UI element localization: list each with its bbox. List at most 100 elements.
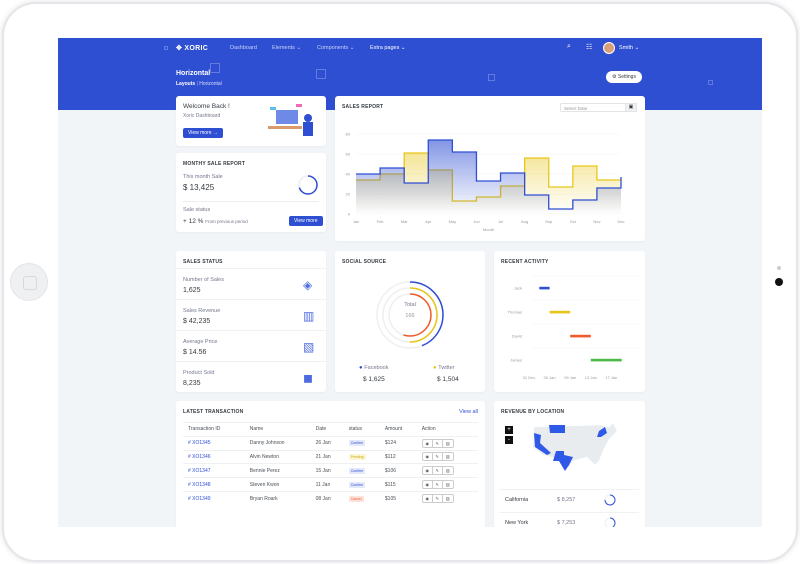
trash-icon[interactable]: ▥ (445, 468, 450, 474)
card-title: MONTHY SALE REPORT (183, 161, 246, 167)
user-menu[interactable]: Smith ⌄ (619, 45, 640, 51)
card-title: RECENT ACTIVITY (501, 259, 549, 265)
layers-icon: ◈ (303, 278, 313, 292)
welcome-view-more-button[interactable]: View more → (183, 128, 223, 138)
breadcrumb-layouts[interactable]: Layouts (176, 81, 196, 87)
nav-extra-pages[interactable]: Extra pages ⌄ (370, 45, 406, 51)
dot-icon: ● (359, 365, 363, 371)
card-title: SALES REPORT (342, 104, 384, 110)
transaction-id-link[interactable]: # XO1347 (183, 463, 245, 478)
eye-icon[interactable]: ◉ (423, 439, 433, 447)
welcome-subtitle: Xoric Dashboard (183, 113, 221, 119)
edit-icon[interactable]: ✎ (433, 495, 443, 503)
sale-change: + 12 % From previous period (183, 218, 248, 225)
breadcrumb: Layouts | Horizontal (176, 81, 222, 87)
view-all-link[interactable]: View all (459, 409, 478, 415)
x-tick-label: 09 Jan (564, 375, 576, 380)
ticket-icon: ▧ (303, 340, 315, 354)
eye-icon[interactable]: ◉ (423, 453, 433, 461)
edit-icon[interactable]: ✎ (433, 467, 443, 475)
edit-icon[interactable]: ✎ (433, 439, 443, 447)
transaction-id-link[interactable]: # XO1349 (183, 490, 245, 506)
trash-icon[interactable]: ▥ (445, 440, 450, 446)
eye-icon[interactable]: ◉ (423, 495, 433, 503)
search-icon[interactable]: ⌕ (567, 43, 571, 50)
customer-name: Bennie Perez (244, 463, 311, 478)
logo[interactable]: ✥ XORIC (176, 45, 209, 52)
transaction-id-link[interactable]: # XO1348 (183, 477, 245, 492)
customer-name: Bryan Roark (244, 490, 311, 506)
card-title: SALES STATUS (183, 259, 223, 265)
stat-value: 1,625 (183, 287, 201, 294)
dot-icon: ● (433, 365, 437, 371)
amount: $112 (379, 449, 417, 464)
map-new-york (597, 427, 607, 437)
row-label: James (510, 358, 522, 363)
monthly-progress-ring (298, 175, 318, 195)
sales-report-card: SALES REPORT Select Date ▣ 0 20 40 60 80 Jan F… (335, 96, 645, 241)
breadcrumb-current: Horizontal (199, 81, 222, 87)
x-tick-label: Aug (521, 219, 528, 224)
ring-arc-1 (382, 287, 438, 343)
amount: $105 (379, 490, 417, 506)
x-tick-label: 05 Jan (544, 375, 556, 380)
home-button[interactable] (10, 263, 48, 301)
sliders-icon[interactable]: ☷ (586, 44, 593, 51)
this-month-value: $ 13,425 (183, 183, 215, 192)
nav-components[interactable]: Components ⌄ (317, 45, 355, 51)
transaction-table: Transaction ID Name Date status Amount Action… (183, 422, 478, 506)
y-tick-label: 60 (346, 152, 351, 157)
x-tick-label: 31 Dec (523, 375, 536, 380)
table-row: # XO1349 Bryan Roark 08 Jan Cancel $105 ◉ ✎ ▥ (183, 490, 478, 506)
y-tick-label: 20 (346, 192, 351, 197)
stat-label: Sales Revenue (183, 308, 221, 314)
nav-elements[interactable]: Elements ⌄ (272, 45, 302, 51)
y-tick-label: 0 (348, 212, 351, 217)
sales-status-row: Product Sold 8,235 ◼ (176, 361, 326, 392)
edit-icon[interactable]: ✎ (433, 481, 443, 489)
ring-arc-2 (388, 293, 432, 337)
amount: $115 (379, 477, 417, 492)
status-badge: Confirm (348, 481, 365, 488)
avatar[interactable] (603, 42, 615, 54)
transaction-id-link[interactable]: # XO1346 (183, 449, 245, 464)
date: 26 Jan (310, 435, 344, 451)
transaction-id-link[interactable]: # XO1345 (183, 435, 245, 451)
location-row: California $ 8,257 (499, 489, 639, 520)
social-radial-chart (376, 281, 444, 349)
customer-name: Steven Kwon (244, 477, 311, 492)
zoom-out-button[interactable]: - (505, 436, 513, 444)
legend-facebook: ● Facebook (359, 365, 389, 371)
edit-icon[interactable]: ✎ (433, 453, 443, 461)
column-header: Amount (379, 422, 417, 437)
monthly-view-more-button[interactable]: View more (289, 216, 323, 226)
settings-button[interactable]: ⚙ Settings (606, 71, 642, 83)
map-california (534, 433, 551, 455)
trash-icon[interactable]: ▥ (445, 496, 450, 502)
status-badge: Confirm (348, 440, 365, 447)
calendar-icon[interactable]: ▣ (625, 103, 637, 112)
gear-icon: ⚙ (612, 74, 618, 80)
logo-icon: ✥ (176, 45, 185, 52)
x-tick-label: Jul (498, 219, 503, 224)
eye-icon[interactable]: ◉ (423, 467, 433, 475)
column-header: Name (244, 422, 311, 437)
nav-dashboard[interactable]: Dashboard (230, 45, 257, 51)
us-map[interactable] (529, 421, 619, 476)
amount: $124 (379, 435, 417, 451)
monthly-sale-card: MONTHY SALE REPORT This month Sale $ 13,… (176, 153, 326, 232)
trash-icon[interactable]: ▥ (445, 482, 450, 488)
eye-icon[interactable]: ◉ (423, 481, 433, 489)
x-tick-label: Jun (473, 219, 479, 224)
x-tick-label: Dec (617, 219, 624, 224)
column-header: status (343, 422, 380, 437)
location-row: New York $ 7,253 (499, 512, 639, 527)
zoom-in-button[interactable]: + (505, 426, 513, 434)
stat-value: 8,235 (183, 380, 201, 387)
sales-status-row: Number of Sales 1,625 ◈ (176, 268, 326, 299)
location-name: California (505, 497, 529, 503)
activity-timeline-chart: Jack Thomas David James 31 Dec 05 Jan 09 Jan 13… (508, 275, 639, 380)
trash-icon[interactable]: ▥ (445, 454, 450, 460)
stat-value: $ 14.56 (183, 349, 207, 356)
social-source-card: SOCIAL SOURCE Total 166 ● Facebook $ 1,6… (335, 251, 485, 392)
